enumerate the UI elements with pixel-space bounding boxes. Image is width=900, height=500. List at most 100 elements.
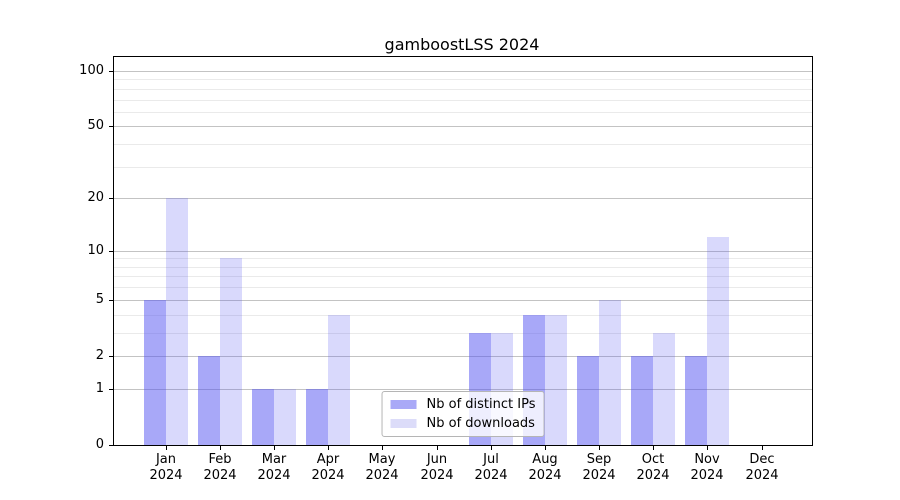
bar-nb-of-distinct-ips-jan [144, 300, 166, 445]
legend: Nb of distinct IPs Nb of downloads [381, 391, 545, 437]
xtick-label-oct: Oct 2024 [621, 452, 685, 484]
xtick-mark-oct [653, 445, 654, 450]
xtick-mark-sep [599, 445, 600, 450]
bar-nb-of-distinct-ips-nov [685, 356, 707, 445]
ytick-label-50: 50 [87, 118, 104, 133]
gridline-minor-6 [114, 287, 812, 288]
gridline-major-1 [114, 389, 812, 390]
ytick-mark-1 [109, 389, 114, 390]
xtick-year: 2024 [528, 468, 562, 483]
bar-nb-of-downloads-oct [653, 333, 675, 445]
bar-nb-of-distinct-ips-feb [198, 356, 220, 445]
xtick-month: Jun [426, 452, 448, 467]
bar-nb-of-distinct-ips-oct [631, 356, 653, 445]
legend-swatch-nb-of-distinct-ips [390, 400, 417, 409]
gridline-minor-80 [114, 89, 812, 90]
xtick-mark-jul [491, 445, 492, 450]
ytick-label-20: 20 [87, 190, 104, 205]
gridline-major-100 [114, 71, 812, 72]
xtick-mark-may [382, 445, 383, 450]
xtick-mark-feb [220, 445, 221, 450]
legend-label-nb-of-distinct-ips: Nb of distinct IPs [426, 397, 536, 412]
gridline-minor-30 [114, 167, 812, 168]
gridline-major-2 [114, 356, 812, 357]
xtick-month: Jan [155, 452, 177, 467]
xtick-year: 2024 [745, 468, 779, 483]
bar-nb-of-distinct-ips-sep [577, 356, 599, 445]
gridline-minor-7 [114, 276, 812, 277]
xtick-label-feb: Feb 2024 [188, 452, 252, 484]
xtick-month: Mar [261, 452, 287, 467]
gridline-minor-60 [114, 112, 812, 113]
bar-nb-of-downloads-jan [166, 198, 188, 445]
xtick-year: 2024 [582, 468, 616, 483]
ytick-label-5: 5 [95, 292, 104, 307]
gridline-major-5 [114, 300, 812, 301]
xtick-month: Oct [641, 452, 665, 467]
legend-label-nb-of-downloads: Nb of downloads [426, 416, 535, 431]
xtick-year: 2024 [149, 468, 183, 483]
ytick-mark-10 [109, 251, 114, 252]
ytick-label-10: 10 [87, 243, 104, 258]
legend-row-nb-of-distinct-ips: Nb of distinct IPs [390, 397, 536, 412]
ytick-mark-50 [109, 126, 114, 127]
bar-nb-of-downloads-apr [328, 315, 350, 445]
xtick-label-mar: Mar 2024 [242, 452, 306, 484]
ytick-mark-20 [109, 198, 114, 199]
ytick-mark-100 [109, 71, 114, 72]
xtick-year: 2024 [365, 468, 399, 483]
xtick-month: Aug [532, 452, 558, 467]
bar-nb-of-distinct-ips-apr [306, 389, 328, 445]
gridline-major-50 [114, 126, 812, 127]
bar-nb-of-downloads-sep [599, 300, 621, 445]
ytick-mark-5 [109, 300, 114, 301]
xtick-label-may: May 2024 [350, 452, 414, 484]
xtick-month: Dec [749, 452, 775, 467]
bar-nb-of-distinct-ips-mar [252, 389, 274, 445]
xtick-year: 2024 [636, 468, 670, 483]
xtick-year: 2024 [474, 468, 508, 483]
ytick-label-0: 0 [95, 437, 104, 452]
gridline-major-10 [114, 251, 812, 252]
xtick-label-jun: Jun 2024 [405, 452, 469, 484]
xtick-mark-aug [545, 445, 546, 450]
plot-area: 0 1 2 5 10 20 50 100 Jan 2024 Feb 2024 Mar 2024 Apr 202… [79, 56, 813, 483]
chart-title: gamboostLSS 2024 [384, 35, 540, 54]
xtick-label-aug: Aug 2024 [513, 452, 577, 484]
xtick-month: Nov [694, 452, 720, 467]
xtick-month: May [368, 452, 396, 467]
xtick-year: 2024 [690, 468, 724, 483]
xtick-year: 2024 [420, 468, 454, 483]
xtick-month: Apr [316, 452, 340, 467]
ytick-label-1: 1 [95, 381, 104, 396]
bar-nb-of-downloads-nov [707, 237, 729, 445]
xtick-mark-nov [707, 445, 708, 450]
bar-nb-of-downloads-feb [220, 258, 242, 445]
xtick-label-sep: Sep 2024 [567, 452, 631, 484]
xtick-month: Jul [483, 452, 499, 467]
gridline-minor-90 [114, 79, 812, 80]
xtick-year: 2024 [311, 468, 345, 483]
gridline-minor-3 [114, 333, 812, 334]
xtick-label-nov: Nov 2024 [675, 452, 739, 484]
legend-swatch-nb-of-downloads [390, 419, 417, 428]
xtick-label-dec: Dec 2024 [730, 452, 794, 484]
xtick-mark-jun [437, 445, 438, 450]
xtick-month: Feb [208, 452, 232, 467]
xtick-year: 2024 [257, 468, 291, 483]
ytick-mark-0 [109, 445, 114, 446]
gridline-minor-70 [114, 100, 812, 101]
xtick-mark-apr [328, 445, 329, 450]
xtick-label-apr: Apr 2024 [296, 452, 360, 484]
bar-nb-of-downloads-mar [274, 389, 296, 445]
ytick-label-2: 2 [95, 348, 104, 363]
xtick-year: 2024 [203, 468, 237, 483]
xtick-month: Sep [586, 452, 612, 467]
ytick-label-100: 100 [79, 63, 104, 78]
gridline-minor-40 [114, 144, 812, 145]
xtick-mark-dec [762, 445, 763, 450]
gridline-minor-4 [114, 315, 812, 316]
bar-nb-of-downloads-aug [545, 315, 567, 445]
gridline-minor-8 [114, 267, 812, 268]
